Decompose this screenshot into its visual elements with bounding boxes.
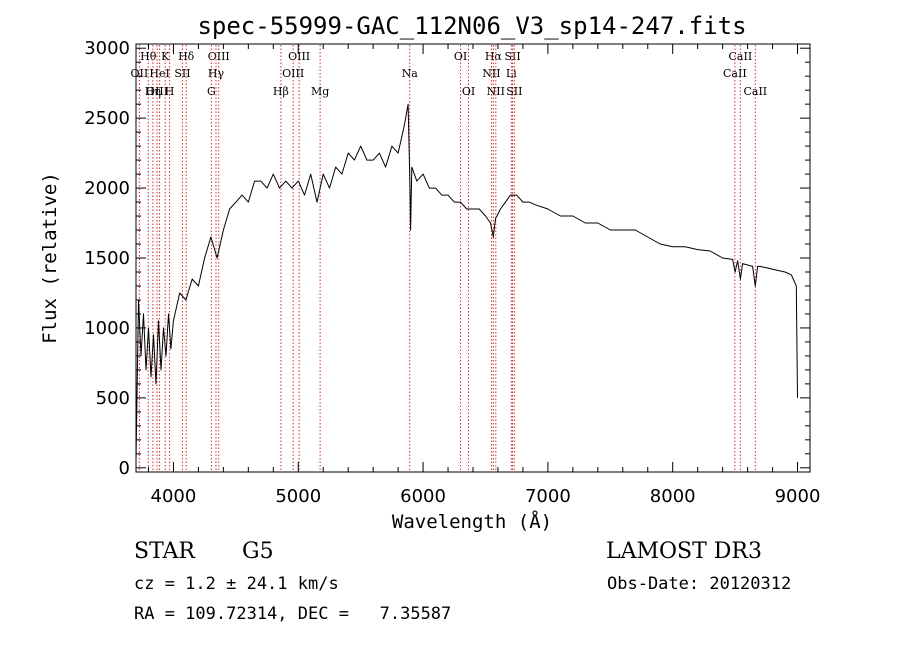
line-marker-label: Hγ: [208, 67, 225, 80]
y-tick-label: 2500: [84, 108, 130, 129]
line-marker-label: H: [165, 85, 175, 98]
line-marker-label: OIII: [208, 50, 230, 63]
line-marker-label: Hα: [485, 50, 503, 63]
line-marker-label: CaII: [729, 50, 753, 63]
y-tick-label: 3000: [84, 38, 130, 59]
y-tick-label: 1500: [84, 248, 130, 269]
line-marker-label: K: [161, 50, 170, 63]
line-marker-label: Na: [402, 67, 419, 80]
x-tick-label: 8000: [650, 486, 696, 507]
line-marker-label: OIII: [282, 67, 304, 80]
line-marker-label: NII: [487, 85, 505, 98]
line-marker-label: G: [207, 85, 216, 98]
line-marker-label: SII: [174, 67, 190, 80]
obs-date: Obs-Date: 20120312: [607, 574, 792, 594]
line-marker-label: OIII: [288, 50, 310, 63]
line-marker-label: OIII: [146, 85, 168, 98]
line-marker-label: Hδ: [178, 50, 195, 63]
y-axis-label: Flux (relative): [39, 172, 61, 344]
object-type: STAR: [134, 539, 195, 564]
line-marker-label: Hθ: [140, 50, 157, 63]
line-marker-label: SII: [506, 85, 522, 98]
line-marker-label: Hβ: [273, 85, 289, 98]
x-axis-label: Wavelength (Å): [392, 510, 552, 533]
line-marker-label: OI: [454, 50, 467, 63]
line-marker-label: HeI: [149, 67, 169, 80]
line-marker-label: OII: [131, 67, 149, 80]
y-tick-label: 0: [119, 458, 130, 479]
y-tick-label: 2000: [84, 178, 130, 199]
redshift-cz: cz = 1.2 ± 24.1 km/s: [134, 574, 339, 594]
x-tick-label: 4000: [151, 486, 197, 507]
ra-dec-coordinates: RA = 109.72314, DEC = 7.35587: [134, 604, 452, 624]
x-tick-label: 9000: [775, 486, 821, 507]
line-marker-label: Li: [506, 67, 517, 80]
line-marker-label: CaII: [743, 85, 767, 98]
x-axis-ticks: 4000 5000 6000 7000 8000 9000: [147, 44, 821, 507]
survey-label: LAMOST DR3: [606, 539, 762, 564]
line-marker-label: Hη: [145, 85, 161, 98]
line-markers: Hθ OII OIII K HeI Hη SII H Hδ OIII Hγ G Hβ OIII OIII Mg…: [131, 45, 767, 471]
y-tick-label: 1000: [84, 318, 130, 339]
line-marker-label: CaII: [723, 67, 747, 80]
spectrum-line: [135, 103, 798, 461]
x-tick-label: 5000: [275, 486, 321, 507]
line-marker-label: SII: [504, 50, 520, 63]
chart-title: spec-55999-GAC_112N06_V3_sp14-247.fits: [197, 12, 746, 40]
line-marker-label: Mg: [311, 85, 329, 98]
x-tick-label: 6000: [400, 486, 446, 507]
x-tick-label: 7000: [525, 486, 571, 507]
y-axis-ticks: 0 500 1000 1500 2000 2500 3000: [84, 38, 810, 479]
line-marker-label: OI: [462, 85, 475, 98]
y-tick-label: 500: [96, 388, 130, 409]
line-marker-label: NII: [482, 67, 500, 80]
spectrum-layer: [135, 103, 798, 461]
subclass: G5: [242, 539, 274, 564]
